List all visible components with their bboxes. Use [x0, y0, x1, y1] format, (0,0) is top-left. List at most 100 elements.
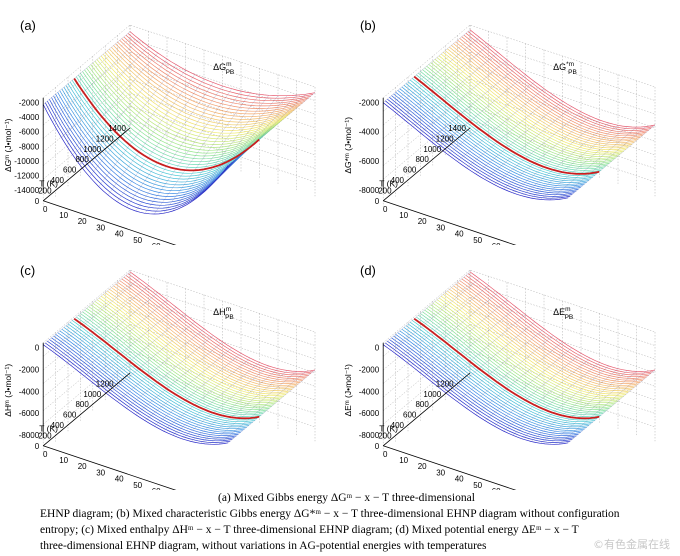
t-tick-label: 600 [403, 166, 417, 175]
surface-mesh [382, 29, 656, 201]
x-tick-label: 10 [59, 456, 68, 465]
x-tick-label: 0 [43, 205, 48, 214]
x-tick-label: 30 [436, 223, 445, 232]
t-tick-label: 200 [38, 431, 52, 440]
surface-mesh [42, 31, 316, 215]
z-tick-label: -12000 [14, 171, 39, 180]
t-tick-label: 1000 [423, 390, 441, 399]
t-tick-label: 1200 [436, 134, 454, 143]
t-tick-label: 200 [378, 186, 392, 195]
x-tick-label: 50 [133, 481, 142, 490]
z-tick-label: -4000 [19, 113, 40, 122]
x-tick-label: 30 [436, 468, 445, 477]
t-axis-label: T (K) [39, 423, 58, 433]
axes [42, 342, 177, 490]
t-tick-label: 400 [391, 421, 405, 430]
t-tick-label: 1000 [83, 390, 101, 399]
t-tick-label: 0 [35, 197, 40, 206]
pb-curve [73, 317, 260, 420]
t-tick-label: 600 [63, 166, 77, 175]
x-tick-label: 20 [78, 462, 87, 471]
axes [382, 97, 517, 245]
panel-label: (b) [360, 18, 376, 33]
surface-label: ΔG*m PB [553, 61, 577, 76]
surface-label-sup: m [565, 306, 570, 313]
x-tick-label: 10 [399, 211, 408, 220]
x-tick-label: 60 [152, 487, 161, 490]
t-tick-label: 600 [403, 411, 417, 420]
t-tick-label: 1400 [448, 124, 466, 133]
surface-label: ΔGm PB [213, 61, 234, 76]
z-tick-label: -2000 [19, 365, 40, 374]
t-tick-label: 200 [378, 431, 392, 440]
z-tick-label: -8000 [359, 186, 380, 195]
z-tick-label: -6000 [359, 157, 380, 166]
watermark: ©有色金属在线 [593, 538, 670, 551]
x-tick-label: 0 [383, 450, 388, 459]
x-tick-label: 10 [399, 456, 408, 465]
z-tick-label: -8000 [19, 431, 40, 440]
z-axis-label: ΔGᵐ (J•mol⁻¹) [3, 118, 13, 172]
t-tick-label: 0 [375, 442, 380, 451]
panel-a: -2000 -4000 -6000 -8000 -10000 -12000 -14000 ΔG… [0, 0, 340, 245]
caption-line-2: EHNP diagram; (b) Mixed characteristic G… [40, 508, 620, 520]
pb-curve [73, 78, 260, 172]
x-tick-label: 20 [78, 217, 87, 226]
caption-line-1: (a) Mixed Gibbs energy ΔGᵐ − x − T three… [218, 492, 475, 504]
t-tick-label: 1200 [436, 379, 454, 388]
surface-plot-d: 0 -2000 -4000 -6000 -8000 ΔEᵐ (J•mol⁻¹) 0 20040… [343, 263, 656, 490]
caption-line-3: entropy; (c) Mixed enthalpy ΔHᵐ − x − T … [40, 524, 579, 536]
panel-label: (c) [20, 263, 35, 278]
x-tick-label: 40 [455, 230, 464, 239]
z-tick-label: -2000 [19, 99, 40, 108]
t-axis-label: T (K) [39, 178, 58, 188]
z-axis-label: ΔHᵐ (J•mol⁻¹) [3, 364, 13, 417]
surface-label-sub: PB [225, 314, 234, 321]
x-tick-label: 40 [115, 475, 124, 484]
z-axis-label: ΔEᵐ (J•mol⁻¹) [343, 364, 353, 417]
z-tick-label: -4000 [359, 387, 380, 396]
z-tick-label: -2000 [359, 365, 380, 374]
panel-b: -2000 -4000 -6000 -8000 ΔG*ᵐ (J•mol⁻¹) 0 200 40… [340, 0, 680, 245]
z-tick-label: -8000 [19, 142, 40, 151]
t-tick-label: 600 [63, 411, 77, 420]
panel-label: (a) [20, 18, 36, 33]
t-tick-label: 0 [375, 197, 380, 206]
t-tick-label: 400 [51, 176, 65, 185]
t-tick-label: 1400 [108, 124, 126, 133]
surface-label: ΔHm PB [213, 306, 234, 321]
t-tick-label: 400 [391, 176, 405, 185]
x-tick-label: 50 [473, 236, 482, 245]
t-tick-label: 1200 [96, 379, 114, 388]
t-tick-label: 800 [415, 155, 429, 164]
t-tick-label: 800 [415, 400, 429, 409]
x-tick-label: 10 [59, 211, 68, 220]
x-tick-label: 20 [418, 217, 427, 226]
surface-label: ΔEm PB [553, 306, 573, 321]
z-tick-label: 0 [375, 344, 380, 353]
t-tick-label: 800 [75, 400, 89, 409]
surface-label-sub: PB [568, 69, 577, 76]
z-tick-label: -6000 [19, 128, 40, 137]
grid-lines [43, 24, 316, 208]
z-tick-label: -4000 [19, 387, 40, 396]
axes [42, 97, 177, 245]
t-tick-label: 800 [75, 155, 89, 164]
x-tick-label: 50 [133, 236, 142, 245]
pb-curve [413, 317, 600, 420]
z-tick-label: -6000 [359, 409, 380, 418]
t-tick-label: 400 [51, 421, 65, 430]
z-tick-label: -14000 [14, 186, 39, 195]
z-tick-label: -4000 [359, 128, 380, 137]
t-tick-label: 1200 [96, 134, 114, 143]
t-tick-label: 200 [38, 186, 52, 195]
z-tick-label: -10000 [14, 157, 39, 166]
x-tick-label: 60 [492, 487, 501, 490]
x-tick-label: 40 [115, 230, 124, 239]
z-axis-label: ΔG*ᵐ (J•mol⁻¹) [343, 117, 353, 174]
surface-label-sub: PB [565, 314, 574, 321]
x-tick-label: 50 [473, 481, 482, 490]
z-tick-label: -2000 [359, 99, 380, 108]
z-tick-label: -8000 [359, 431, 380, 440]
